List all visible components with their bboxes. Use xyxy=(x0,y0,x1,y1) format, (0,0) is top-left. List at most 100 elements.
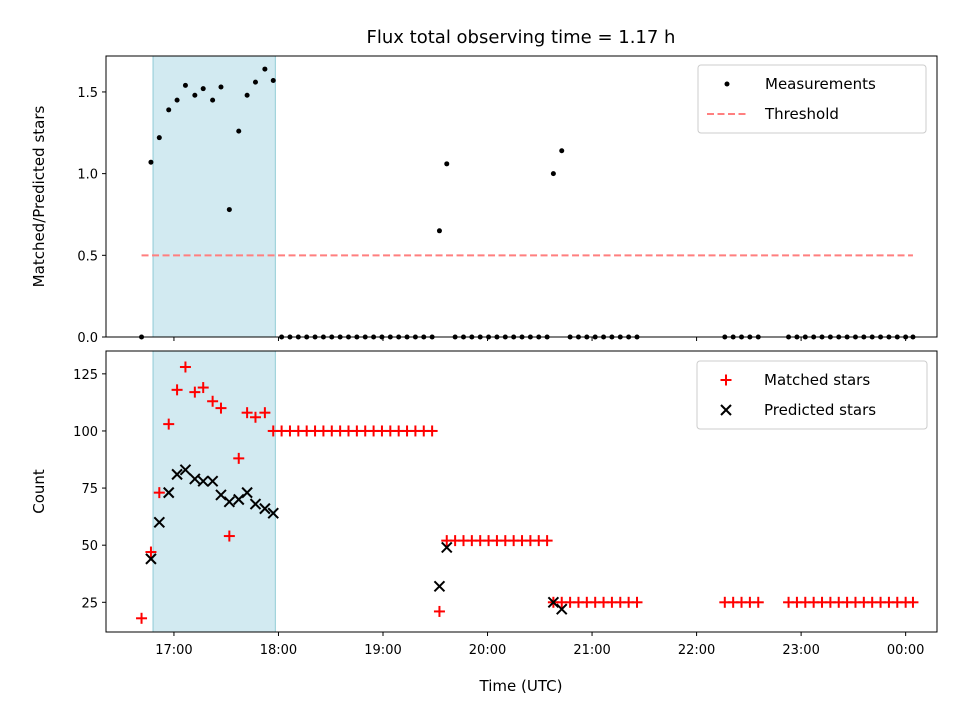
matched-star-point xyxy=(179,361,191,373)
y-axis-label: Count xyxy=(30,469,48,514)
measurement-point xyxy=(436,228,442,234)
y-tick-label: 25 xyxy=(81,596,98,611)
measurement-point xyxy=(244,92,250,98)
predicted-star-point xyxy=(163,486,175,499)
x-stroke-b xyxy=(556,603,568,615)
matched-star-point xyxy=(197,382,209,394)
measurement-point xyxy=(218,84,224,90)
matched-star-point xyxy=(153,487,165,499)
x-tick-label: 21:00 xyxy=(573,643,610,658)
ratio-panel: 0.0 0.5 1.0 1.5 Matched/Predicted stars Measu… xyxy=(30,55,938,346)
predicted-star-point xyxy=(145,553,157,565)
matched-star-point xyxy=(541,535,553,547)
legend-label: Matched stars xyxy=(764,371,870,389)
measurement-point xyxy=(174,97,180,103)
measurement-point xyxy=(148,159,154,165)
predicted-star-point xyxy=(171,468,183,481)
legend-label: Threshold xyxy=(764,105,839,123)
x-stroke-b xyxy=(215,489,227,501)
legend: Measurements Threshold xyxy=(697,64,927,134)
y-tick-label: 75 xyxy=(81,482,98,497)
legend: Matched stars Predicted stars xyxy=(696,360,928,430)
x-stroke-b xyxy=(153,516,166,529)
x-stroke-b xyxy=(241,486,253,499)
predicted-star-point xyxy=(153,516,166,529)
x-tick-label: 23:00 xyxy=(782,643,819,658)
x-stroke-b xyxy=(179,464,192,476)
matched-stars-series xyxy=(136,361,919,624)
matched-star-point xyxy=(241,407,253,419)
legend-label: Predicted stars xyxy=(764,401,876,419)
predicted-star-point xyxy=(215,489,227,501)
predicted-star-point xyxy=(259,502,271,515)
x-tick-label: 19:00 xyxy=(364,643,401,658)
matched-star-point xyxy=(631,596,643,608)
predicted-star-point xyxy=(441,541,453,554)
legend-box xyxy=(696,360,928,430)
x-stroke-b xyxy=(547,596,560,609)
predicted-star-point xyxy=(249,498,262,510)
y-tick-label: 0.0 xyxy=(77,331,98,346)
x-stroke-b xyxy=(223,496,236,508)
x-stroke-b xyxy=(163,486,175,499)
x-stroke-b xyxy=(441,541,453,554)
x-stroke-b xyxy=(197,475,209,487)
x-stroke-b xyxy=(206,475,219,487)
matched-star-point xyxy=(907,596,919,608)
y-tick-label: 125 xyxy=(73,368,98,383)
predicted-star-point xyxy=(547,596,560,609)
measurement-point xyxy=(182,82,188,88)
predicted-star-point xyxy=(720,404,732,416)
matched-star-point xyxy=(249,411,261,423)
y-tick-label: 1.5 xyxy=(77,86,98,101)
predicted-star-point xyxy=(233,493,245,506)
matched-star-point xyxy=(136,612,148,624)
predicted-stars-series xyxy=(145,464,568,615)
x-stroke-b xyxy=(189,473,201,485)
matched-star-point xyxy=(215,402,227,414)
measurement-point xyxy=(236,128,242,134)
y-tick-label: 100 xyxy=(73,425,98,440)
y-tick-label: 50 xyxy=(81,539,98,554)
x-stroke-b xyxy=(249,498,262,510)
x-stroke-b xyxy=(267,507,279,519)
matched-star-point xyxy=(233,452,245,464)
measurement-point xyxy=(226,207,232,213)
x-stroke-b xyxy=(259,502,271,515)
x-stroke-b xyxy=(233,493,245,506)
x-tick-label: 17:00 xyxy=(155,643,192,658)
matched-star-point xyxy=(163,418,175,430)
legend-label: Measurements xyxy=(765,75,876,93)
matched-star-point xyxy=(189,386,201,398)
axes-frame xyxy=(105,350,938,633)
matched-star-point xyxy=(426,425,438,437)
predicted-star-point xyxy=(189,473,201,485)
predicted-star-point xyxy=(433,580,446,593)
predicted-star-point xyxy=(267,507,279,519)
measurement-point xyxy=(210,97,216,103)
axes-frame xyxy=(105,55,938,338)
measurement-point xyxy=(270,78,276,84)
matched-star-point xyxy=(171,384,183,396)
measurement-point xyxy=(166,107,172,113)
chart-title: Flux total observing time = 1.17 h xyxy=(367,27,676,48)
matched-star-point xyxy=(207,395,219,407)
predicted-star-point xyxy=(241,486,253,499)
predicted-star-point xyxy=(223,496,236,508)
measurement-point xyxy=(724,81,730,87)
matched-star-point xyxy=(433,605,445,617)
matched-star-point xyxy=(752,596,764,608)
observing-span xyxy=(152,350,276,633)
matched-star-point xyxy=(720,374,732,386)
predicted-star-point xyxy=(179,464,192,476)
x-tick-label: 18:00 xyxy=(260,643,297,658)
x-tick-label: 00:00 xyxy=(887,643,924,658)
predicted-star-point xyxy=(206,475,219,487)
x-stroke-b xyxy=(433,580,446,593)
measurement-point xyxy=(262,66,268,72)
count-panel: 25 50 75 100 125 17:00 18:00 19:00 20:00 21:00 22:… xyxy=(30,350,938,658)
legend-box xyxy=(697,64,927,134)
measurements-series xyxy=(139,66,916,340)
measurement-point xyxy=(192,92,198,98)
